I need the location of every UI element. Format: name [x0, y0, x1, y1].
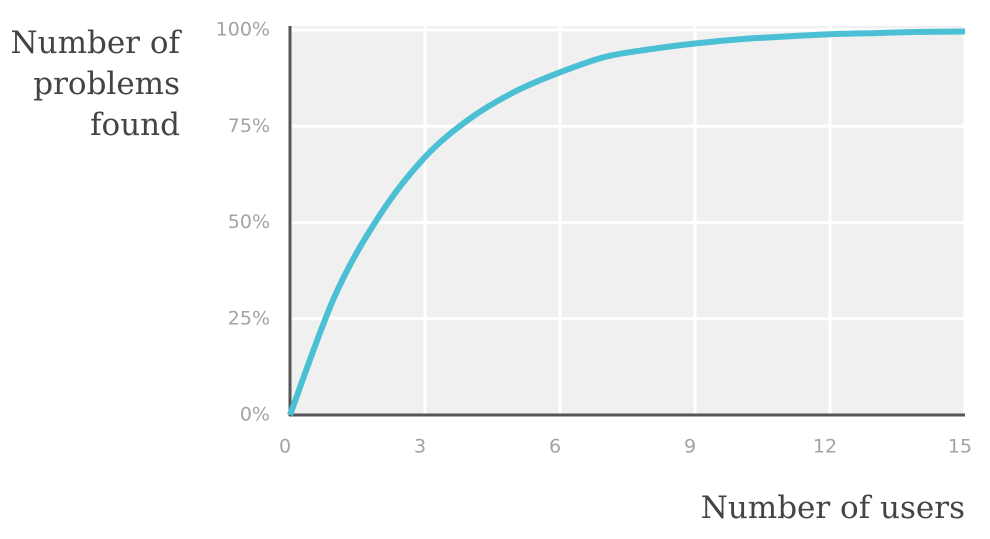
- y-tick-label: 0%: [240, 404, 270, 426]
- y-tick-label: 25%: [228, 307, 270, 329]
- x-tick-label: 0: [279, 436, 291, 458]
- x-tick-label: 6: [549, 436, 561, 458]
- y-axis-label: found: [90, 107, 180, 143]
- x-tick-label: 15: [948, 436, 972, 458]
- y-axis-label: Number of: [11, 25, 183, 61]
- x-tick-label: 9: [684, 436, 696, 458]
- x-axis-label: Number of users: [701, 490, 965, 526]
- y-tick-label: 50%: [228, 211, 270, 233]
- y-tick-label: 100%: [216, 19, 270, 41]
- y-axis-label: problems: [33, 66, 180, 102]
- x-tick-label: 12: [813, 436, 837, 458]
- x-tick-label: 3: [414, 436, 426, 458]
- plot-background: [290, 26, 965, 415]
- line: [287, 28, 966, 417]
- y-tick-label: 75%: [228, 115, 270, 137]
